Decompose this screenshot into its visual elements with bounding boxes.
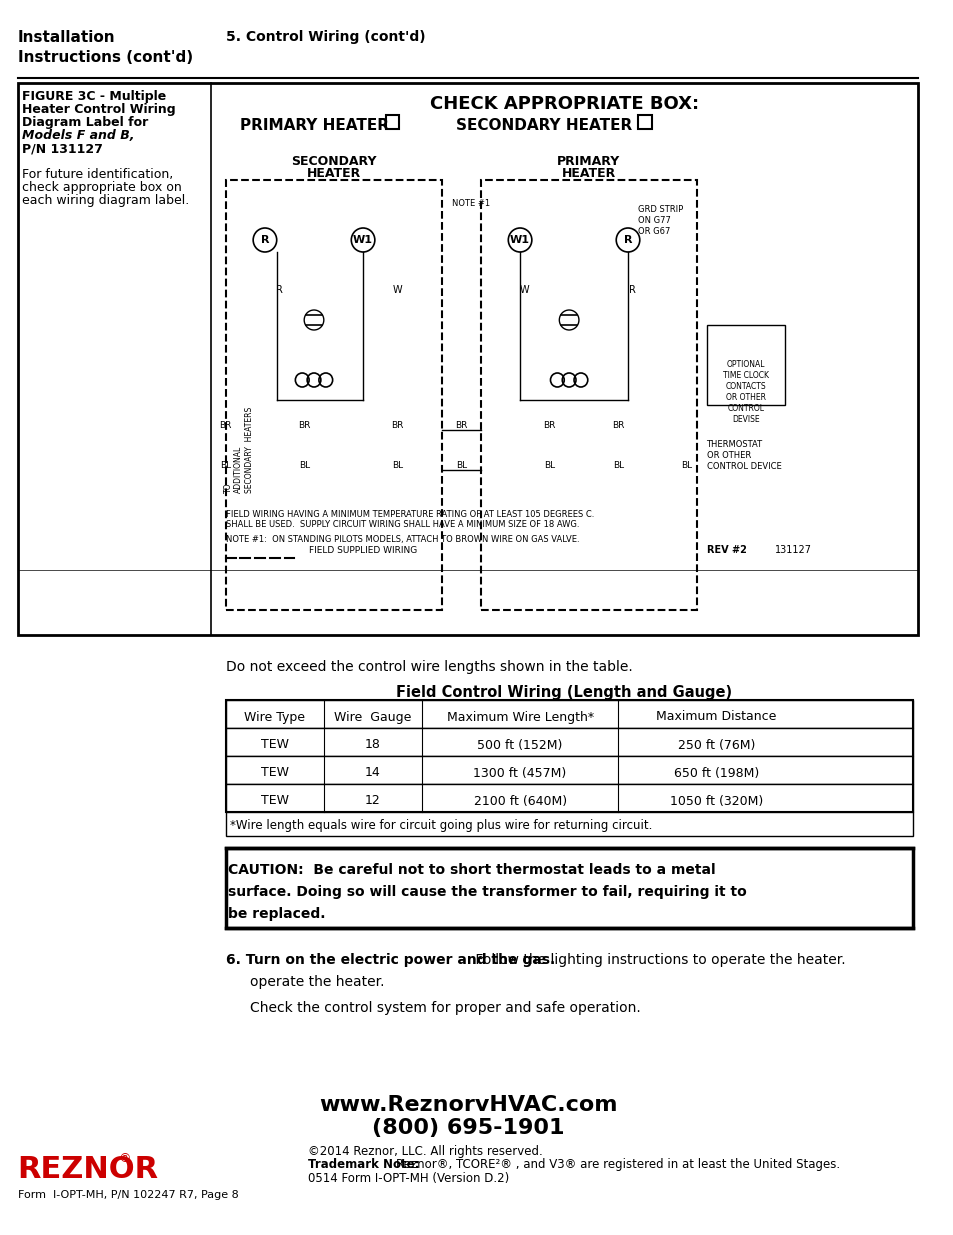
- Text: Diagram Label for: Diagram Label for: [22, 116, 148, 128]
- Text: surface. Doing so will cause the transformer to fail, requiring it to: surface. Doing so will cause the transfo…: [228, 885, 745, 899]
- Bar: [18, 83, 918, 635]
- Bar: [226, 811, 912, 836]
- Text: each wiring diagram label.: each wiring diagram label.: [22, 194, 189, 207]
- Text: HEATER: HEATER: [306, 167, 360, 180]
- Text: Wire Type: Wire Type: [244, 710, 305, 724]
- Text: ©2014 Reznor, LLC. All rights reserved.: ©2014 Reznor, LLC. All rights reserved.: [308, 1145, 542, 1158]
- Text: BL: BL: [298, 461, 310, 471]
- Text: ®: ®: [117, 1152, 131, 1165]
- Text: *Wire length equals wire for circuit going plus wire for returning circuit.: *Wire length equals wire for circuit goi…: [230, 819, 651, 831]
- Text: 1050 ft (320M): 1050 ft (320M): [669, 794, 762, 808]
- Text: BR: BR: [612, 421, 623, 430]
- Bar: [226, 784, 912, 811]
- Text: NOTE #1: NOTE #1: [452, 199, 490, 207]
- Text: GRD STRIP
ON G77
OR G67: GRD STRIP ON G77 OR G67: [638, 205, 682, 236]
- Text: BL: BL: [680, 461, 692, 471]
- Text: Field Control Wiring (Length and Gauge): Field Control Wiring (Length and Gauge): [395, 685, 732, 700]
- Text: BR: BR: [543, 421, 555, 430]
- Text: TEW: TEW: [260, 739, 289, 752]
- Text: 6. Turn on the electric power and the gas.: 6. Turn on the electric power and the ga…: [226, 953, 555, 967]
- Text: 0514 Form I-OPT-MH (Version D.2): 0514 Form I-OPT-MH (Version D.2): [308, 1172, 509, 1186]
- Text: 12: 12: [365, 794, 380, 808]
- Text: 2100 ft (640M): 2100 ft (640M): [473, 794, 566, 808]
- Text: 250 ft (76M): 250 ft (76M): [677, 739, 754, 752]
- Text: PRIMARY HEATER: PRIMARY HEATER: [240, 119, 389, 133]
- Text: CAUTION:  Be careful not to short thermostat leads to a metal: CAUTION: Be careful not to short thermos…: [228, 863, 715, 877]
- Text: 650 ft (198M): 650 ft (198M): [673, 767, 759, 779]
- Text: BR: BR: [219, 421, 232, 430]
- Text: Installation: Installation: [18, 30, 115, 44]
- Text: www.ReznorvHVAC.com: www.ReznorvHVAC.com: [318, 1095, 617, 1115]
- Text: Wire  Gauge: Wire Gauge: [334, 710, 411, 724]
- Text: 5. Control Wiring (cont'd): 5. Control Wiring (cont'd): [226, 30, 425, 44]
- Text: Trademark Note:: Trademark Note:: [308, 1158, 423, 1171]
- Text: Models F and B,: Models F and B,: [22, 128, 134, 142]
- Bar: [638, 115, 651, 128]
- Bar: [226, 727, 912, 756]
- Text: W: W: [519, 285, 529, 295]
- Text: TO
ADDITIONAL
SECONDARY  HEATERS: TO ADDITIONAL SECONDARY HEATERS: [224, 406, 253, 493]
- Text: 18: 18: [365, 739, 380, 752]
- Text: check appropriate box on: check appropriate box on: [22, 182, 181, 194]
- Text: Check the control system for proper and safe operation.: Check the control system for proper and …: [250, 1002, 640, 1015]
- Text: 14: 14: [365, 767, 380, 779]
- Text: R: R: [276, 285, 283, 295]
- Text: REV #2: REV #2: [706, 545, 745, 555]
- Bar: [706, 325, 784, 405]
- Text: FIGURE 3C - Multiple: FIGURE 3C - Multiple: [22, 90, 166, 103]
- Text: TEW: TEW: [260, 794, 289, 808]
- Text: PRIMARY: PRIMARY: [557, 156, 619, 168]
- Text: Maximum Distance: Maximum Distance: [656, 710, 776, 724]
- Text: SECONDARY HEATER: SECONDARY HEATER: [456, 119, 632, 133]
- Text: BL: BL: [612, 461, 623, 471]
- Text: W1: W1: [510, 235, 530, 245]
- Bar: [226, 700, 912, 811]
- Text: operate the heater.: operate the heater.: [250, 974, 384, 989]
- Text: R: R: [260, 235, 269, 245]
- Text: R: R: [629, 285, 636, 295]
- Bar: [226, 756, 912, 784]
- Text: BR: BR: [455, 421, 467, 430]
- Text: Maximum Wire Length*: Maximum Wire Length*: [446, 710, 593, 724]
- FancyBboxPatch shape: [226, 180, 441, 610]
- Text: NOTE #1:  ON STANDING PILOTS MODELS, ATTACH TO BROWN WIRE ON GAS VALVE.: NOTE #1: ON STANDING PILOTS MODELS, ATTA…: [226, 535, 578, 543]
- Text: BL: BL: [456, 461, 466, 471]
- Text: TEW: TEW: [260, 767, 289, 779]
- Text: SECONDARY: SECONDARY: [291, 156, 376, 168]
- Text: OPTIONAL
TIME CLOCK
CONTACTS
OR OTHER
CONTROL
DEVISE: OPTIONAL TIME CLOCK CONTACTS OR OTHER CO…: [722, 359, 768, 425]
- Text: Form  I-OPT-MH, P/N 102247 R7, Page 8: Form I-OPT-MH, P/N 102247 R7, Page 8: [18, 1191, 238, 1200]
- Text: BL: BL: [220, 461, 231, 471]
- FancyBboxPatch shape: [480, 180, 696, 610]
- Text: REZNOR: REZNOR: [18, 1155, 158, 1184]
- Text: CHECK APPROPRIATE BOX:: CHECK APPROPRIATE BOX:: [430, 95, 699, 112]
- Text: be replaced.: be replaced.: [228, 906, 325, 921]
- Bar: [385, 115, 399, 128]
- Text: Do not exceed the control wire lengths shown in the table.: Do not exceed the control wire lengths s…: [226, 659, 632, 674]
- Text: For future identification,: For future identification,: [22, 168, 172, 182]
- Text: SHALL BE USED.  SUPPLY CIRCUIT WIRING SHALL HAVE A MINIMUM SIZE OF 18 AWG.: SHALL BE USED. SUPPLY CIRCUIT WIRING SHA…: [226, 520, 578, 529]
- Text: P/N 131127: P/N 131127: [22, 142, 102, 156]
- Bar: [226, 848, 912, 927]
- Text: BR: BR: [297, 421, 310, 430]
- Text: Follow the lighting instructions to operate the heater.: Follow the lighting instructions to oper…: [471, 953, 844, 967]
- Text: Reznor®, TCORE²® , and V3® are registered in at least the United Stages.: Reznor®, TCORE²® , and V3® are registere…: [396, 1158, 840, 1171]
- Text: (800) 695-1901: (800) 695-1901: [372, 1118, 564, 1137]
- Text: 500 ft (152M): 500 ft (152M): [476, 739, 562, 752]
- Text: FIELD WIRING HAVING A MINIMUM TEMPERATURE RATING OF AT LEAST 105 DEGREES C.: FIELD WIRING HAVING A MINIMUM TEMPERATUR…: [226, 510, 594, 519]
- Text: Instructions (cont'd): Instructions (cont'd): [18, 49, 193, 65]
- Bar: [226, 700, 912, 727]
- Text: W1: W1: [353, 235, 373, 245]
- Text: THERMOSTAT
OR OTHER
CONTROL DEVICE: THERMOSTAT OR OTHER CONTROL DEVICE: [706, 440, 781, 472]
- Text: BL: BL: [543, 461, 555, 471]
- Text: BR: BR: [391, 421, 403, 430]
- Text: HEATER: HEATER: [561, 167, 616, 180]
- Text: 131127: 131127: [775, 545, 811, 555]
- Text: 1300 ft (457M): 1300 ft (457M): [473, 767, 566, 779]
- Text: BL: BL: [392, 461, 402, 471]
- Text: R: R: [623, 235, 632, 245]
- Text: FIELD SUPPLIED WIRING: FIELD SUPPLIED WIRING: [309, 546, 416, 555]
- Text: W: W: [393, 285, 402, 295]
- Text: Heater Control Wiring: Heater Control Wiring: [22, 103, 175, 116]
